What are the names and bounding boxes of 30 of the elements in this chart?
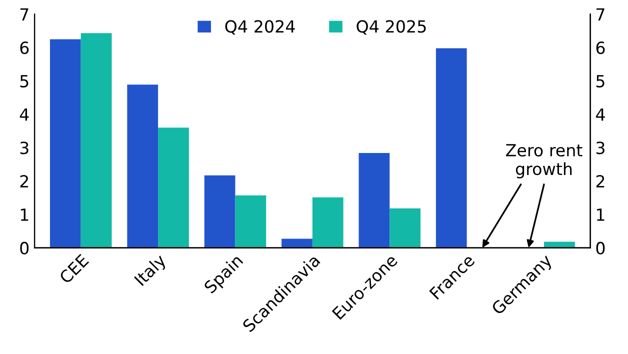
y-tick-label: 6: [20, 42, 29, 54]
bar: [358, 153, 390, 248]
bar: [50, 39, 81, 248]
y2-tick-label: 7: [596, 8, 604, 20]
y2-tick-label: 1: [597, 208, 604, 221]
y2-tick-label: 4: [596, 108, 605, 121]
annotation: Zero rent growth: [506, 144, 582, 178]
y-tick-label: 2: [20, 175, 28, 188]
y-tick-label: 5: [20, 75, 28, 88]
y2-tick-label: 6: [596, 42, 605, 54]
y-tick-label: 0: [20, 242, 29, 254]
bar: [127, 84, 158, 248]
bar: [80, 33, 112, 248]
y2-tick-label: 2: [596, 175, 604, 188]
bar: [204, 175, 236, 248]
legend-label: Q4 2025: [356, 20, 426, 35]
y2-tick-label: 3: [596, 142, 604, 154]
y-tick-label: 4: [20, 108, 29, 121]
bar: [390, 208, 420, 248]
bar: [312, 197, 344, 248]
bar: [158, 128, 189, 248]
y-tick-label: 3: [20, 142, 28, 154]
y2-tick-label: 5: [596, 75, 604, 88]
y2-tick-label: 0: [596, 242, 605, 254]
y-tick-label: 7: [20, 8, 28, 20]
y-tick-label: 1: [20, 208, 28, 221]
bar: [235, 195, 266, 248]
legend-label: Q4 2024: [225, 20, 295, 35]
x-tick-label: CEE: [58, 254, 90, 284]
bar: [436, 48, 467, 248]
